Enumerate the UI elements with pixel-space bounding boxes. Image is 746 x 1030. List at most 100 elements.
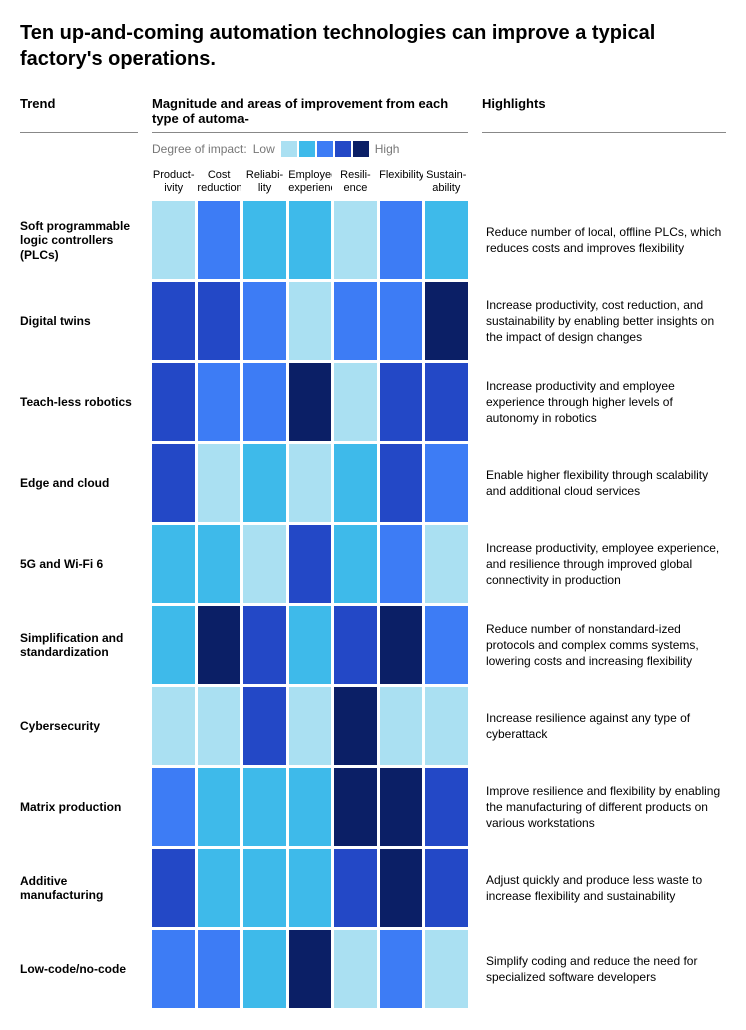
category-header: Costreduction <box>197 167 240 197</box>
impact-cell <box>289 525 332 603</box>
column-header-highlights: Highlights <box>482 96 726 133</box>
impact-cells <box>152 525 468 603</box>
legend-swatches <box>281 141 369 157</box>
impact-cell <box>380 444 423 522</box>
highlight-text: Increase productivity and employee exper… <box>482 363 726 441</box>
legend-swatch-3 <box>317 141 333 157</box>
impact-cell <box>152 282 195 360</box>
impact-cells <box>152 444 468 522</box>
legend-swatch-1 <box>281 141 297 157</box>
impact-cell <box>334 201 377 279</box>
trend-label: Simplification and standardization <box>20 606 138 684</box>
highlight-text: Reduce number of nonstandard-ized protoc… <box>482 606 726 684</box>
impact-cell <box>152 930 195 1008</box>
impact-cell <box>289 363 332 441</box>
impact-cell <box>243 282 286 360</box>
impact-cell <box>152 849 195 927</box>
impact-cell <box>334 282 377 360</box>
impact-cell <box>425 930 468 1008</box>
impact-cells <box>152 606 468 684</box>
impact-cells <box>152 687 468 765</box>
category-headers: Product-ivityCostreductionReliabi-lityEm… <box>152 167 468 197</box>
impact-cells <box>152 201 468 279</box>
impact-cell <box>289 930 332 1008</box>
page-title: Ten up-and-coming automation technologie… <box>20 20 726 72</box>
impact-cell <box>380 525 423 603</box>
impact-cell <box>334 525 377 603</box>
category-header: Resili-ence <box>334 167 377 197</box>
column-header-magnitude: Magnitude and areas of improvement from … <box>152 96 468 133</box>
impact-cell <box>289 444 332 522</box>
trend-label: Cybersecurity <box>20 687 138 765</box>
impact-cell <box>380 849 423 927</box>
impact-cell <box>425 687 468 765</box>
impact-cell <box>198 282 241 360</box>
impact-cell <box>198 201 241 279</box>
highlight-text: Simplify coding and reduce the need for … <box>482 930 726 1008</box>
impact-cell <box>380 201 423 279</box>
impact-cell <box>243 849 286 927</box>
legend-swatch-2 <box>299 141 315 157</box>
impact-cell <box>425 525 468 603</box>
impact-cells <box>152 930 468 1008</box>
trend-label: Low-code/no-code <box>20 930 138 1008</box>
impact-cell <box>425 606 468 684</box>
impact-cell <box>289 768 332 846</box>
impact-cell <box>198 525 241 603</box>
impact-legend: Degree of impact: Low High <box>152 141 468 157</box>
impact-cells <box>152 849 468 927</box>
trend-label: Edge and cloud <box>20 444 138 522</box>
highlight-text: Improve resilience and flexibility by en… <box>482 768 726 846</box>
category-header: Flexibility <box>379 167 422 197</box>
category-header: Employeeexperience <box>288 167 331 197</box>
impact-cell <box>243 687 286 765</box>
main-grid: Trend Magnitude and areas of improvement… <box>20 96 726 1008</box>
impact-cell <box>198 930 241 1008</box>
impact-cells <box>152 768 468 846</box>
impact-cell <box>198 363 241 441</box>
trend-label: Teach-less robotics <box>20 363 138 441</box>
impact-cell <box>334 849 377 927</box>
highlight-text: Reduce number of local, offline PLCs, wh… <box>482 201 726 279</box>
highlight-text: Enable higher flexibility through scalab… <box>482 444 726 522</box>
impact-cell <box>243 606 286 684</box>
impact-cell <box>380 687 423 765</box>
impact-cell <box>334 687 377 765</box>
impact-cell <box>425 849 468 927</box>
impact-cell <box>152 606 195 684</box>
impact-cell <box>198 849 241 927</box>
impact-cell <box>198 687 241 765</box>
impact-cell <box>152 444 195 522</box>
impact-cell <box>334 444 377 522</box>
impact-cell <box>289 606 332 684</box>
impact-cell <box>243 363 286 441</box>
impact-cell <box>243 201 286 279</box>
category-header: Reliabi-lity <box>243 167 286 197</box>
impact-cells <box>152 282 468 360</box>
impact-cell <box>152 201 195 279</box>
trend-label: Additive manufacturing <box>20 849 138 927</box>
trend-label: Matrix production <box>20 768 138 846</box>
impact-cell <box>334 363 377 441</box>
impact-cell <box>243 444 286 522</box>
impact-cell <box>152 525 195 603</box>
impact-cell <box>152 768 195 846</box>
impact-cell <box>198 444 241 522</box>
impact-cell <box>334 930 377 1008</box>
impact-cell <box>198 606 241 684</box>
legend-swatch-5 <box>353 141 369 157</box>
impact-cell <box>425 282 468 360</box>
impact-cell <box>243 768 286 846</box>
category-header: Sustain-ability <box>425 167 468 197</box>
impact-cell <box>152 687 195 765</box>
impact-cell <box>425 444 468 522</box>
legend-low: Low <box>253 142 275 156</box>
highlight-text: Increase productivity, cost reduction, a… <box>482 282 726 360</box>
impact-cell <box>334 768 377 846</box>
highlight-text: Increase productivity, employee experien… <box>482 525 726 603</box>
impact-cell <box>289 849 332 927</box>
category-header: Product-ivity <box>152 167 195 197</box>
impact-cell <box>243 525 286 603</box>
impact-cell <box>425 363 468 441</box>
trend-label: 5G and Wi-Fi 6 <box>20 525 138 603</box>
